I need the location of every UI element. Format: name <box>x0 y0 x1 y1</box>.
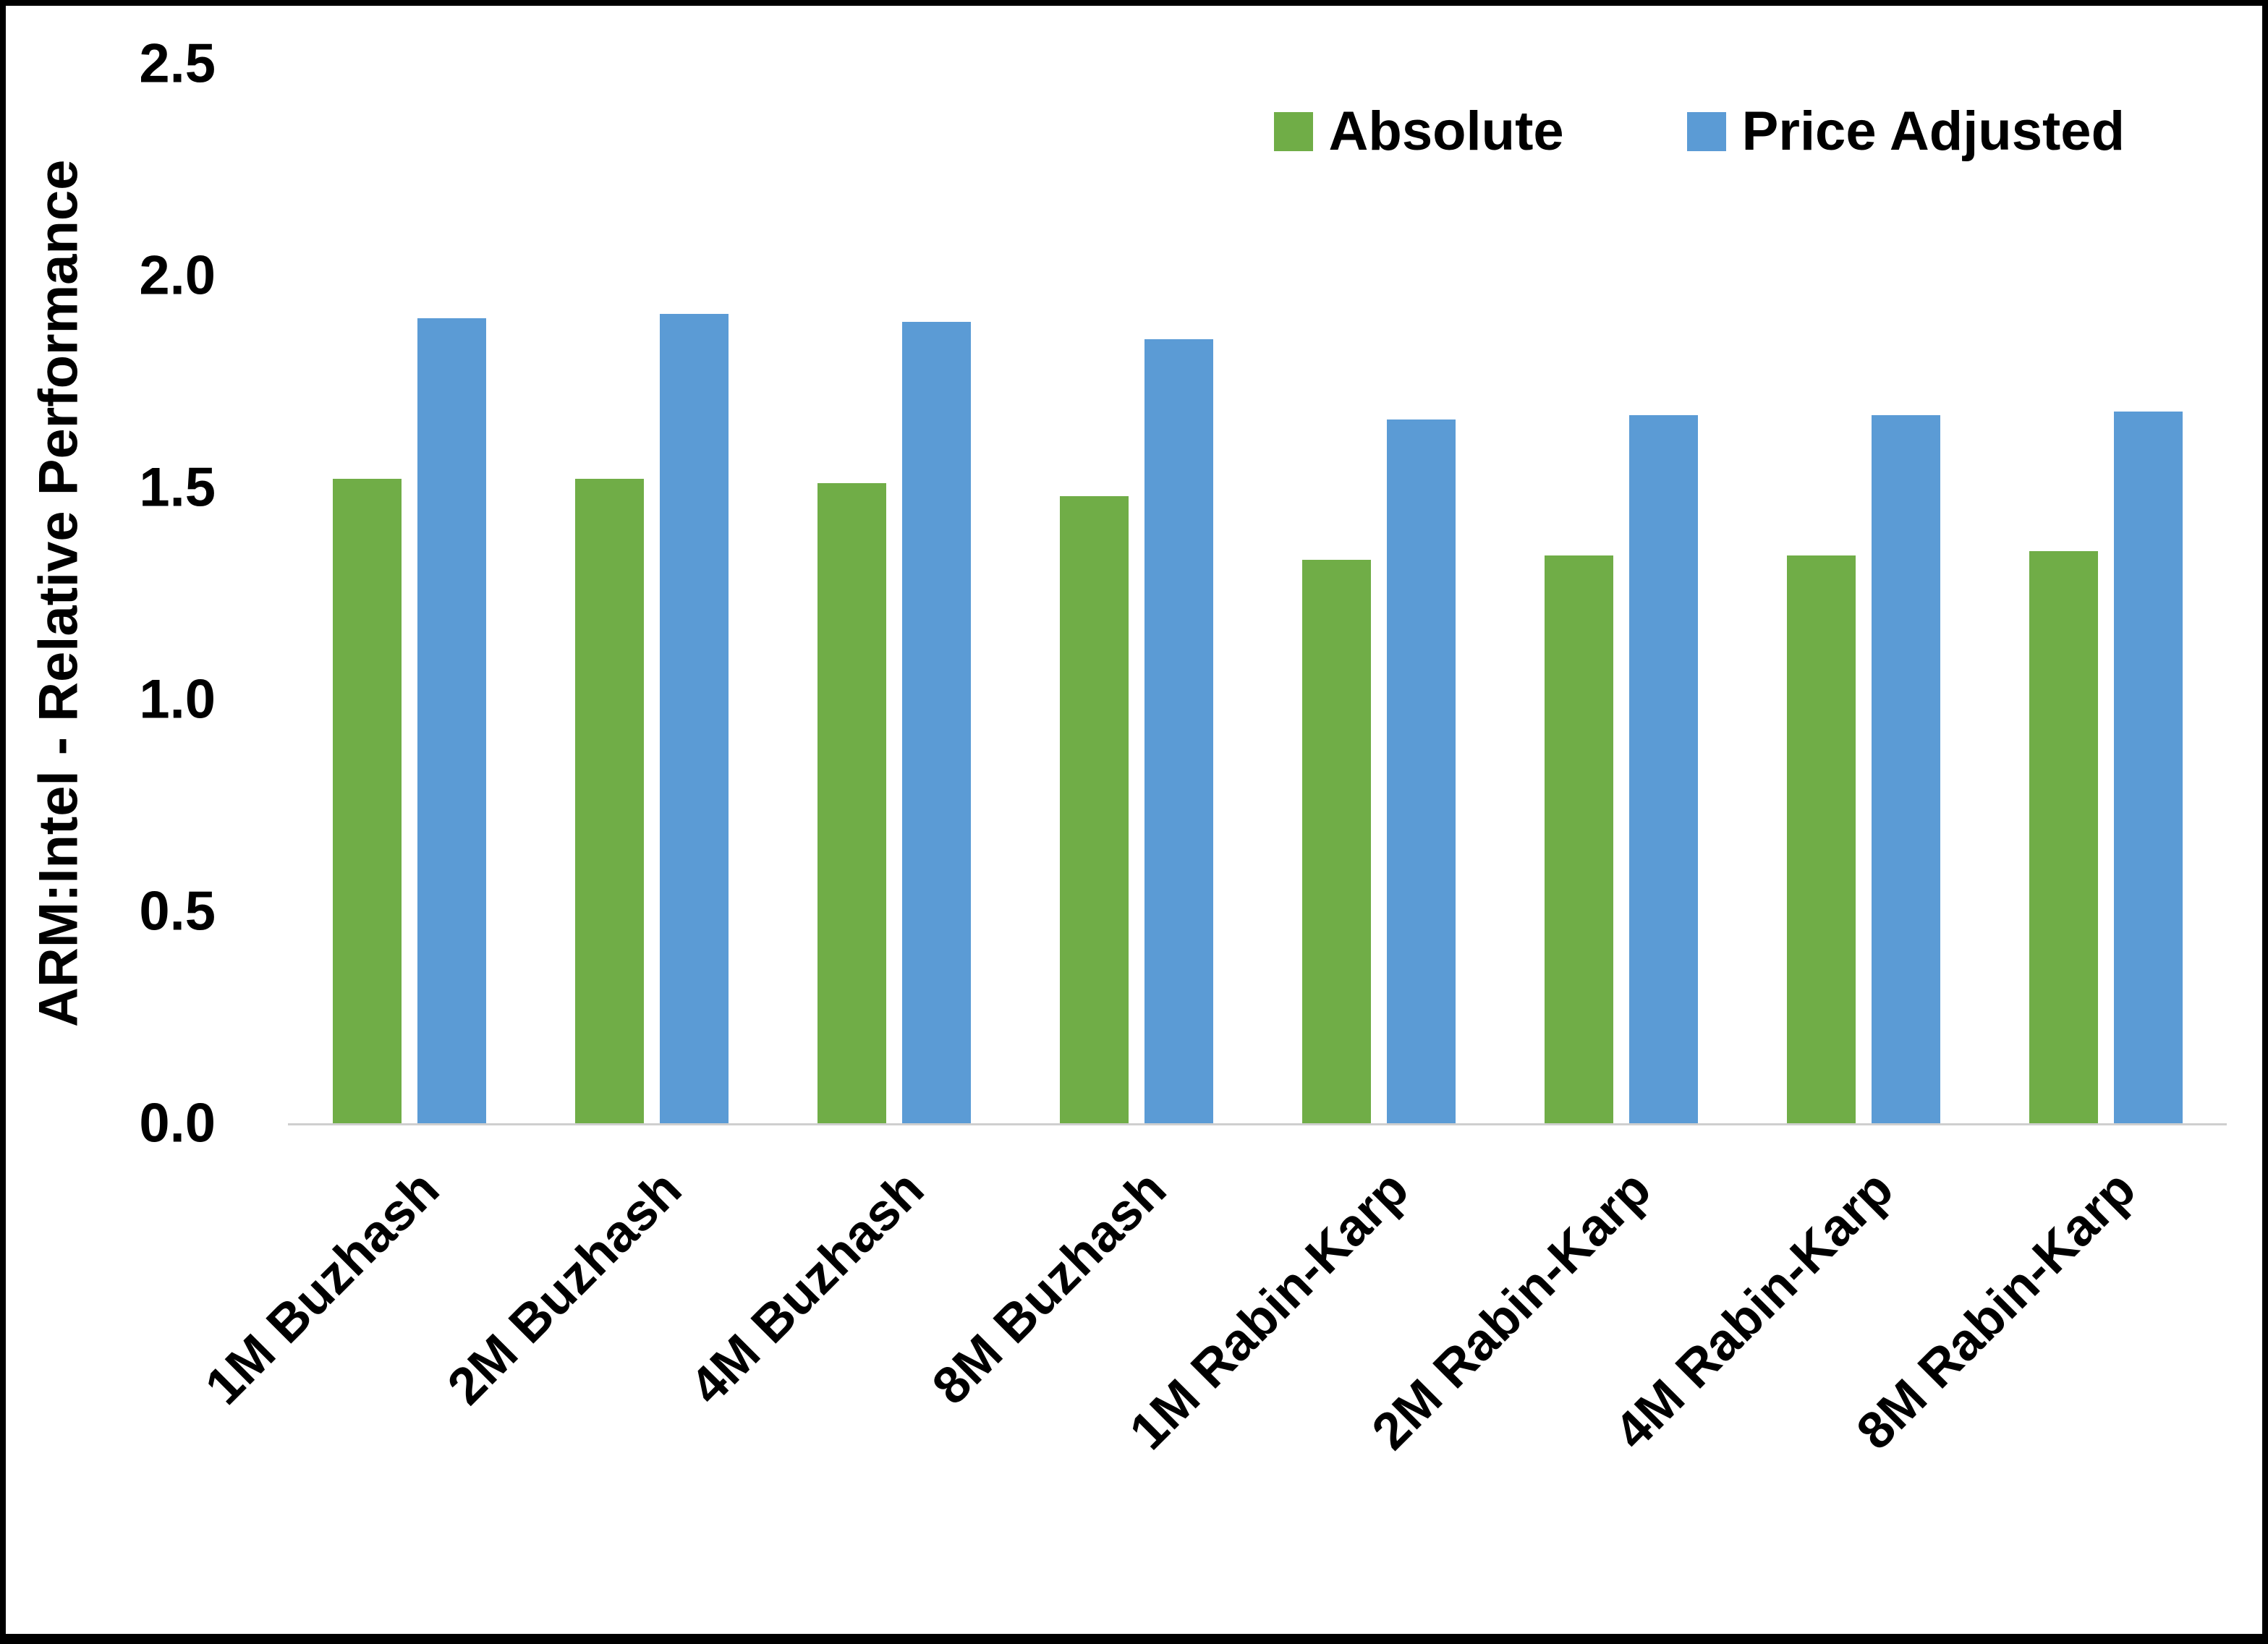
bar-group <box>288 64 530 1123</box>
bar-absolute <box>1786 555 1856 1123</box>
bar-absolute <box>1301 559 1371 1123</box>
bar-price-adjusted <box>1871 415 1940 1123</box>
bar-absolute <box>1059 495 1129 1123</box>
bar-price-adjusted <box>2113 411 2183 1123</box>
x-axis-label: 1M Buzhash <box>195 1159 451 1416</box>
legend-label: Price Adjusted <box>1741 101 2125 162</box>
x-axis-label: 2M Buzhash <box>437 1159 693 1416</box>
legend-label: Absolute <box>1328 101 1564 162</box>
legend-swatch-icon <box>1273 111 1313 151</box>
bar-absolute <box>817 483 886 1123</box>
bar-group <box>1742 64 1984 1123</box>
legend: Absolute Price Adjusted <box>1273 100 2125 163</box>
bar-absolute <box>332 479 402 1123</box>
bar-price-adjusted <box>901 322 971 1123</box>
legend-swatch-icon <box>1686 111 1726 151</box>
bar-group <box>530 64 773 1123</box>
bar-absolute <box>1544 555 1613 1123</box>
bar-price-adjusted <box>417 318 486 1123</box>
bar-group <box>1015 64 1257 1123</box>
x-axis-label: 4M Buzhash <box>679 1159 935 1416</box>
y-tick-label: 0.0 <box>139 1092 216 1154</box>
y-axis-title: ARM:Intel - Relative Performance <box>27 159 90 1028</box>
bar-price-adjusted <box>1628 415 1698 1123</box>
bar-group <box>1500 64 1742 1123</box>
bar-group <box>773 64 1015 1123</box>
y-tick-label: 2.0 <box>139 244 216 307</box>
bar-absolute <box>2029 550 2098 1123</box>
y-tick-label: 0.5 <box>139 880 216 942</box>
bar-price-adjusted <box>1386 419 1456 1123</box>
y-tick-label: 1.5 <box>139 456 216 519</box>
bar-group <box>1257 64 1500 1123</box>
y-tick-label: 1.0 <box>139 668 216 731</box>
bar-price-adjusted <box>659 313 729 1123</box>
x-axis-labels: 1M Buzhash 2M Buzhash 4M Buzhash 8M Buzhash… <box>195 1159 2227 1521</box>
bar-price-adjusted <box>1144 338 1213 1123</box>
y-tick-label: 2.5 <box>139 33 216 95</box>
bar-group <box>1984 64 2227 1123</box>
plot-area <box>288 64 2227 1125</box>
bar-absolute <box>574 479 644 1123</box>
legend-item: Price Adjusted <box>1686 100 2125 163</box>
y-axis-tick-labels: 0.0 0.5 1.0 1.5 2.0 2.5 <box>93 33 216 1154</box>
x-axis-label: 8M Buzhash <box>922 1159 1178 1416</box>
legend-item: Absolute <box>1273 100 1564 163</box>
